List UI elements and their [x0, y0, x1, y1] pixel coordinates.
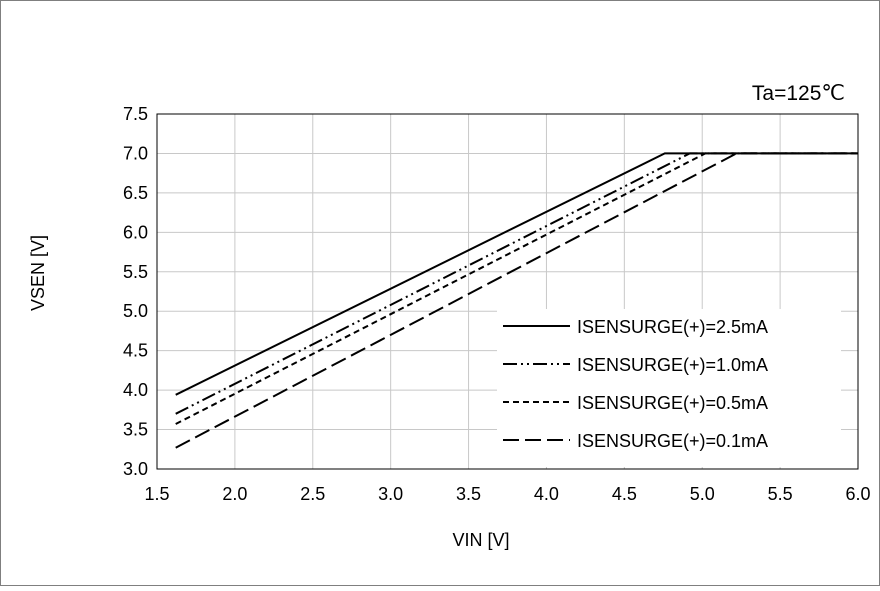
y-tick-label: 4.5	[123, 341, 148, 361]
y-tick-label: 6.5	[123, 183, 148, 203]
x-tick-label: 4.0	[534, 484, 559, 504]
y-tick-label: 3.5	[123, 420, 148, 440]
x-tick-label: 5.0	[690, 484, 715, 504]
series-line-1	[175, 152, 858, 415]
y-tick-label: 7.5	[123, 104, 148, 124]
x-tick-label: 1.5	[144, 484, 169, 504]
y-tick-label: 3.0	[123, 459, 148, 479]
series-layer	[175, 152, 858, 449]
legend-label-2: ISENSURGE(+)=0.5mA	[577, 393, 768, 413]
y-tick-label: 6.0	[123, 222, 148, 242]
y-tick-label: 5.0	[123, 301, 148, 321]
series-line-2	[175, 152, 858, 425]
y-tick-label: 4.0	[123, 380, 148, 400]
x-axis-label: VIN [V]	[452, 530, 509, 550]
temperature-annotation: Ta=125℃	[752, 82, 845, 105]
legend-label-3: ISENSURGE(+)=0.1mA	[577, 431, 768, 451]
x-tick-label: 3.5	[456, 484, 481, 504]
legend: ISENSURGE(+)=2.5mA ISENSURGE(+)=1.0mA ISEN…	[497, 309, 841, 467]
legend-label-0: ISENSURGE(+)=2.5mA	[577, 317, 768, 337]
legend-label-1: ISENSURGE(+)=1.0mA	[577, 355, 768, 375]
x-tick-label: 3.0	[378, 484, 403, 504]
x-tick-label: 4.5	[612, 484, 637, 504]
x-tick-label: 6.0	[845, 484, 870, 504]
plot-area	[156, 113, 859, 470]
tick-labels: 1.5 2.0 2.5 3.0 3.5 4.0 4.5 5.0 5.5 6.0 3.0 3.5 4.0 4…	[123, 104, 871, 504]
y-tick-label: 5.5	[123, 262, 148, 282]
series-line-3	[175, 152, 858, 449]
x-tick-label: 2.5	[300, 484, 325, 504]
y-axis-label: VSEN [V]	[28, 235, 48, 311]
y-tick-label: 7.0	[123, 143, 148, 163]
x-tick-label: 5.5	[768, 484, 793, 504]
x-tick-label: 2.0	[222, 484, 247, 504]
